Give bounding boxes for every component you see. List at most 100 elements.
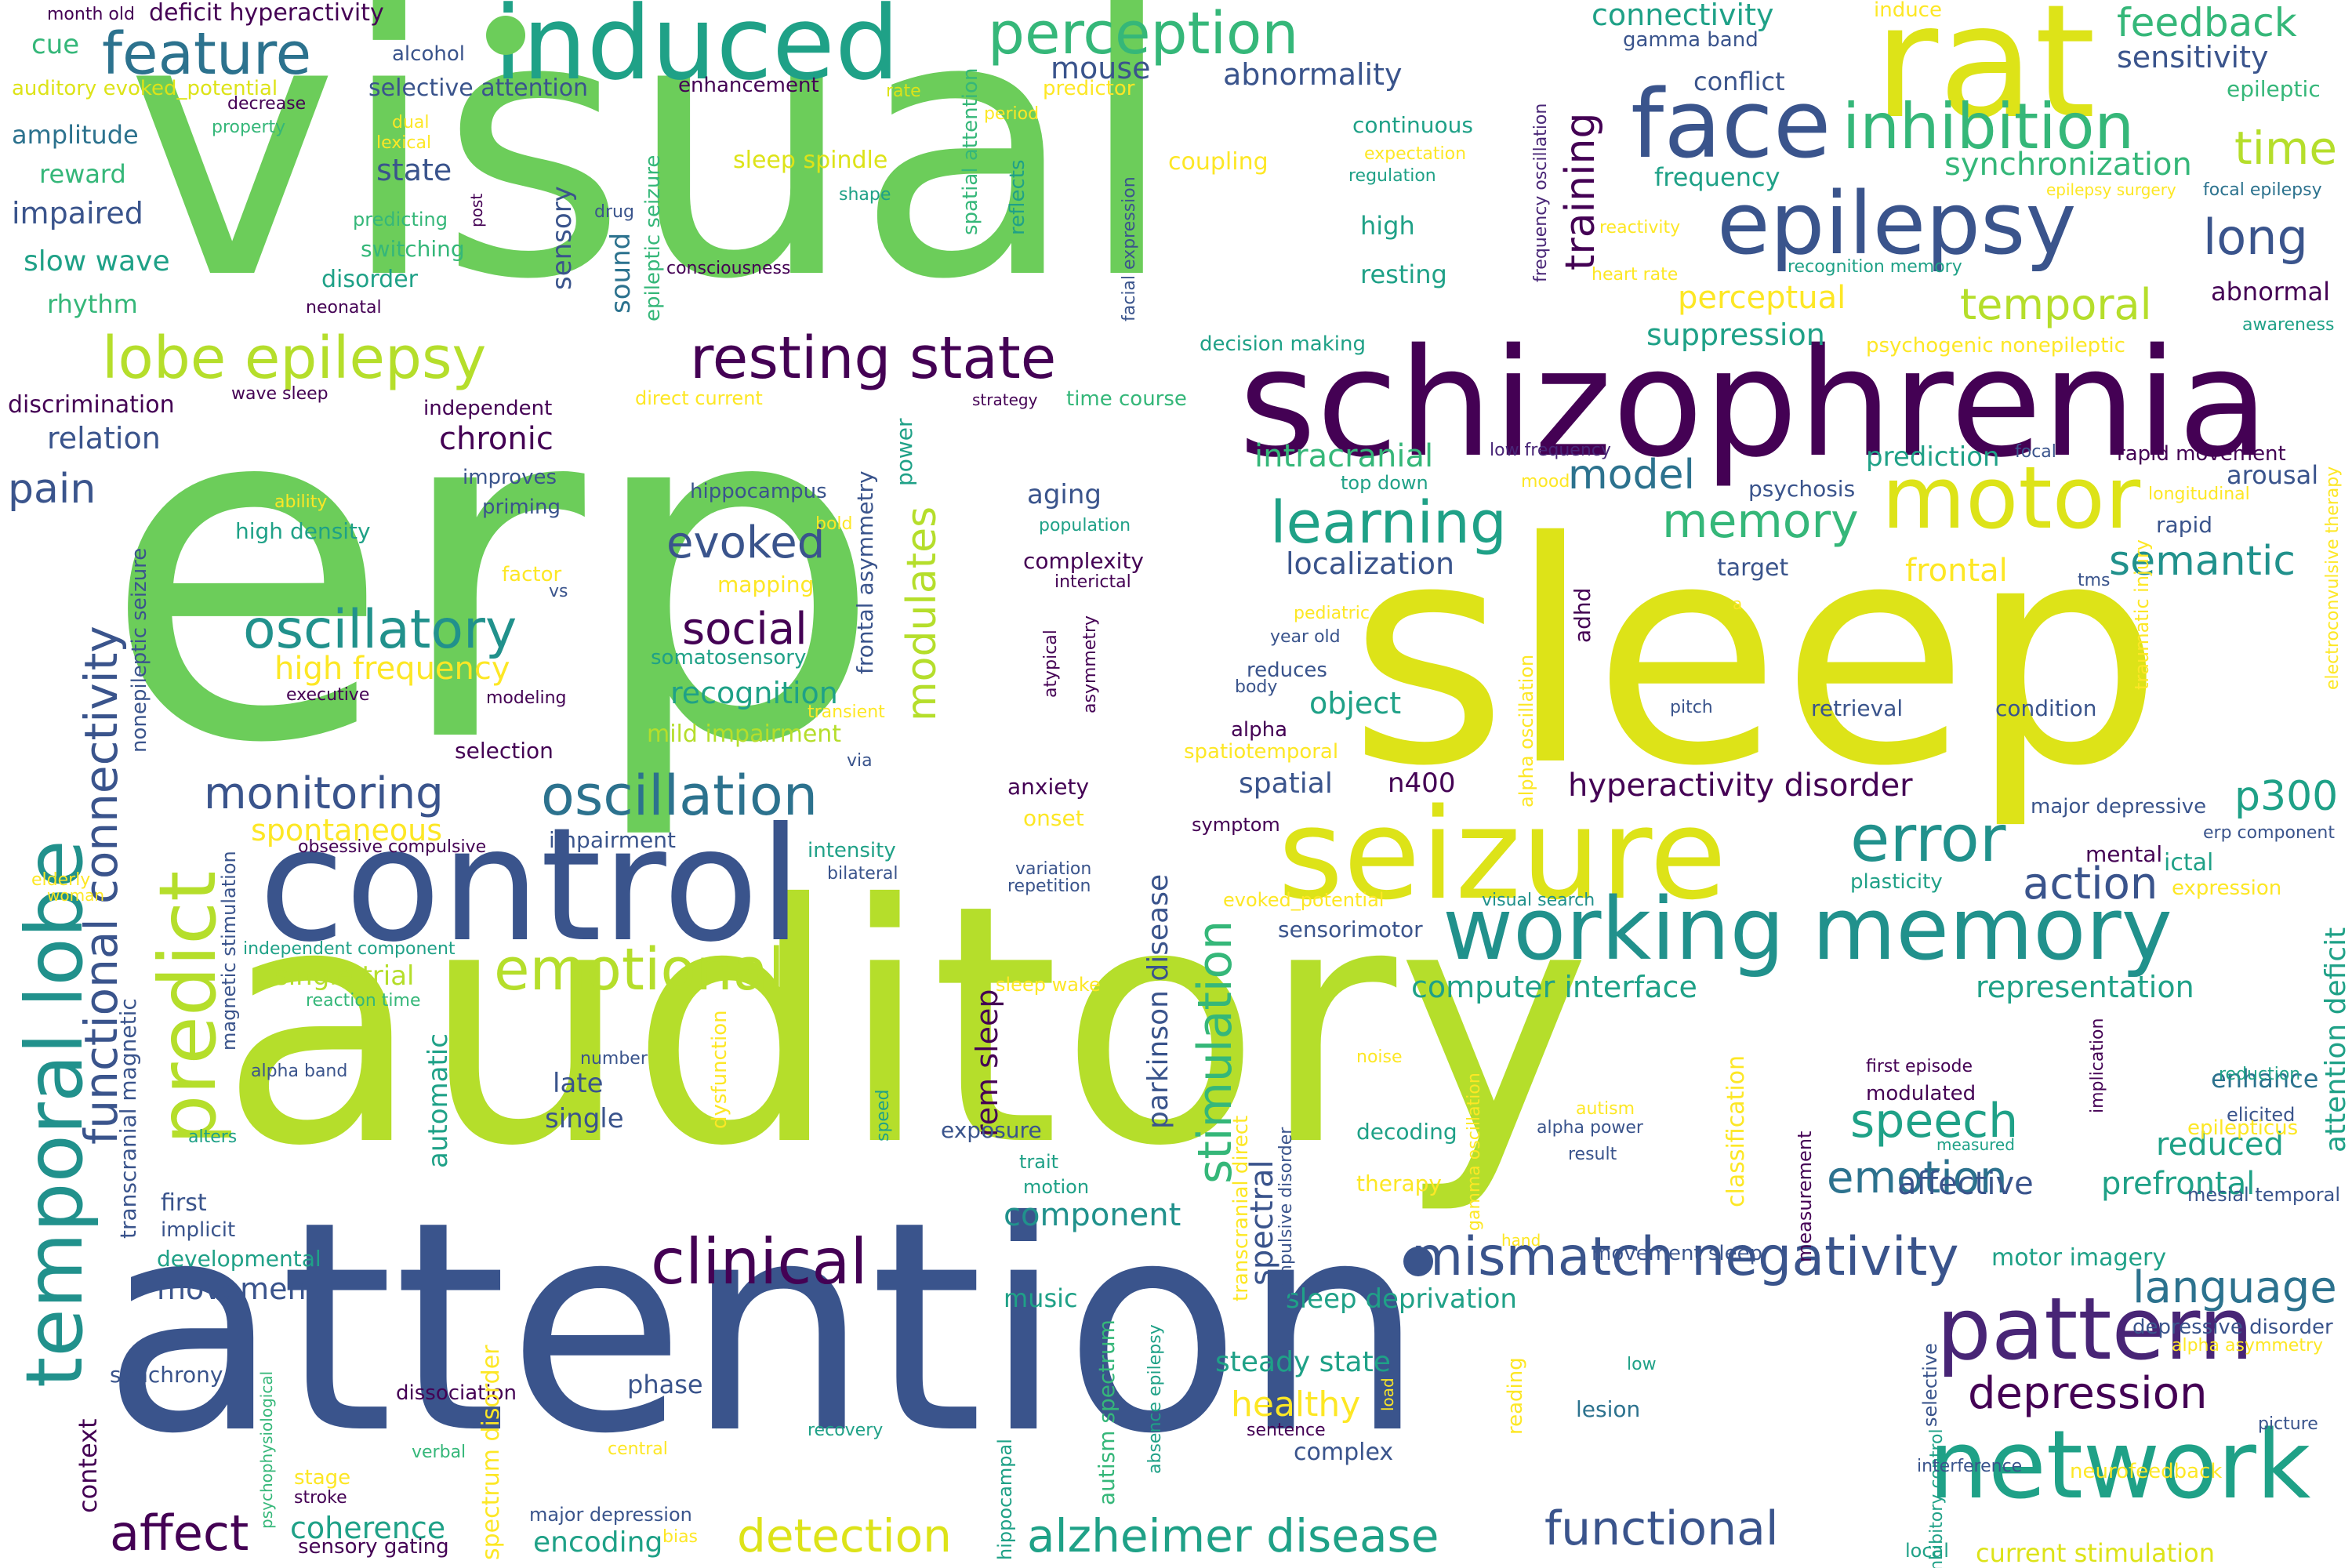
word-post: post (467, 193, 486, 227)
word-drug: drug (594, 202, 634, 222)
word-feature: feature (102, 20, 312, 88)
word-sensorimotor: sensorimotor (1278, 916, 1423, 942)
word-predicting: predicting (353, 209, 448, 230)
word-complexity: complexity (1023, 548, 1144, 574)
word-mood: mood (1521, 472, 1570, 492)
word-modulates: modulates (898, 506, 946, 721)
word-evoked-potential: evoked_potential (1223, 889, 1385, 911)
word-relation: relation (47, 421, 161, 456)
word-compulsive-disorder: compulsive disorder (1276, 1127, 1296, 1301)
word-period: period (984, 104, 1040, 124)
word-epilepticus: epilepticus (2187, 1116, 2299, 1140)
word-resting: resting (1360, 260, 1447, 289)
word-woman: woman (47, 886, 105, 905)
word-independent: independent (423, 397, 553, 420)
word-bilateral: bilateral (827, 864, 898, 884)
word-epileptic: epileptic (2227, 76, 2321, 102)
word-monitoring: monitoring (204, 768, 444, 819)
word-depressive-disorder: depressive disorder (2132, 1316, 2333, 1339)
word-abnormal: abnormal (2211, 277, 2331, 307)
word-long: long (2203, 209, 2308, 266)
word-music: music (1004, 1283, 1078, 1313)
word-coherence: coherence (290, 1511, 446, 1545)
word-facial-expression: facial expression (1120, 176, 1139, 321)
word-localization: localization (1286, 546, 1455, 581)
word-single-trial: single trial (274, 960, 415, 992)
word-spatial: spatial (1239, 768, 1333, 800)
word-central: central (608, 1439, 668, 1459)
word-induce: induce (1874, 0, 1942, 22)
word-adhd: adhd (1570, 587, 1595, 643)
word-transcranial-magnetic: transcranial magnetic (115, 998, 141, 1239)
word-mesial-temporal: mesial temporal (2187, 1184, 2341, 1206)
word-mental: mental (2085, 841, 2163, 867)
word-movement-sleep: movement sleep (1592, 1242, 1763, 1265)
word-sensitivity: sensitivity (2117, 40, 2269, 74)
word-time: time (2234, 122, 2338, 175)
word-predictor: predictor (1043, 77, 1135, 100)
word-prefrontal: prefrontal (2101, 1166, 2256, 1202)
word-asymmetry: asymmetry (1080, 615, 1100, 713)
word-transient: transient (808, 702, 885, 722)
word-gamma-band: gamma band (1623, 28, 1759, 52)
word-pediatric: pediatric (1294, 604, 1370, 623)
word-single: single (545, 1103, 624, 1134)
word-psychophysiological: psychophysiological (257, 1370, 276, 1529)
word-month-old: month old (47, 5, 135, 24)
word-high: high (1360, 211, 1415, 241)
word-p300: p300 (2234, 773, 2339, 820)
word-recovery: recovery (808, 1421, 884, 1440)
word-sleep-spindle: sleep spindle (733, 147, 888, 174)
word-epilepsy-surgery: epilepsy surgery (2046, 180, 2176, 199)
word-semantic: semantic (2109, 538, 2296, 585)
word-movement: movement (157, 1272, 318, 1306)
word-synchrony: synchrony (110, 1362, 223, 1388)
word-model: model (1568, 452, 1695, 499)
word-condition: condition (1995, 695, 2097, 721)
word-mouse: mouse (1051, 51, 1151, 85)
word-nonepileptic-seizure: nonepileptic seizure (128, 547, 151, 753)
word-time-course: time course (1066, 387, 1187, 411)
word-tms: tms (2078, 571, 2111, 590)
word-reactivity: reactivity (1599, 218, 1681, 238)
word-selective-attention: selective attention (368, 74, 589, 102)
word-therapy: therapy (1356, 1171, 1442, 1196)
word-dysfunction: dysfunction (708, 1010, 731, 1129)
word-rat: rat (1874, 0, 2096, 154)
word-expectation: expectation (1364, 144, 1467, 164)
word-plasticity: plasticity (1850, 870, 1943, 894)
word-emotion: emotion (1827, 1152, 2008, 1203)
word-network: network (1929, 1411, 2311, 1520)
word-face: face (1631, 71, 1831, 180)
word-top-down: top down (1341, 472, 1428, 494)
word-speech: speech (1850, 1094, 2019, 1149)
word-direct-current: direct current (635, 387, 763, 409)
word-population: population (1039, 516, 1131, 535)
word-lesion: lesion (1576, 1396, 1641, 1422)
word-expression: expression (2172, 877, 2282, 900)
word-rhythm: rhythm (47, 289, 138, 319)
word-abnormality: abnormality (1223, 57, 1403, 92)
word-variation: variation (1015, 859, 1092, 879)
word-control: control (259, 794, 803, 977)
word-aging: aging (1027, 479, 1102, 510)
word-current-stimulation: current stimulation (1976, 1538, 2215, 1568)
word-object: object (1309, 686, 1402, 720)
word-hippocampus: hippocampus (690, 480, 827, 503)
word-implicit: implicit (161, 1218, 236, 1242)
word-rem-sleep: rem sleep (970, 989, 1004, 1138)
word-continuous: continuous (1352, 112, 1473, 138)
word-factor: factor (502, 563, 562, 586)
word-bias: bias (662, 1527, 699, 1547)
word-shape: shape (839, 185, 891, 205)
word-motor-imagery: motor imagery (1991, 1244, 2167, 1272)
word-obsessive-compulsive: obsessive compulsive (298, 837, 487, 857)
word-rate: rate (886, 82, 921, 101)
word-visual: visual (125, 0, 1177, 358)
word-improves: improves (463, 466, 557, 489)
word-attention: attention (102, 1160, 1425, 1497)
word-first-episode: first episode (1866, 1057, 1973, 1076)
word-oscillatory: oscillatory (243, 599, 517, 661)
word-mild-impairment: mild impairment (647, 720, 842, 748)
word-automatic: automatic (423, 1033, 454, 1168)
